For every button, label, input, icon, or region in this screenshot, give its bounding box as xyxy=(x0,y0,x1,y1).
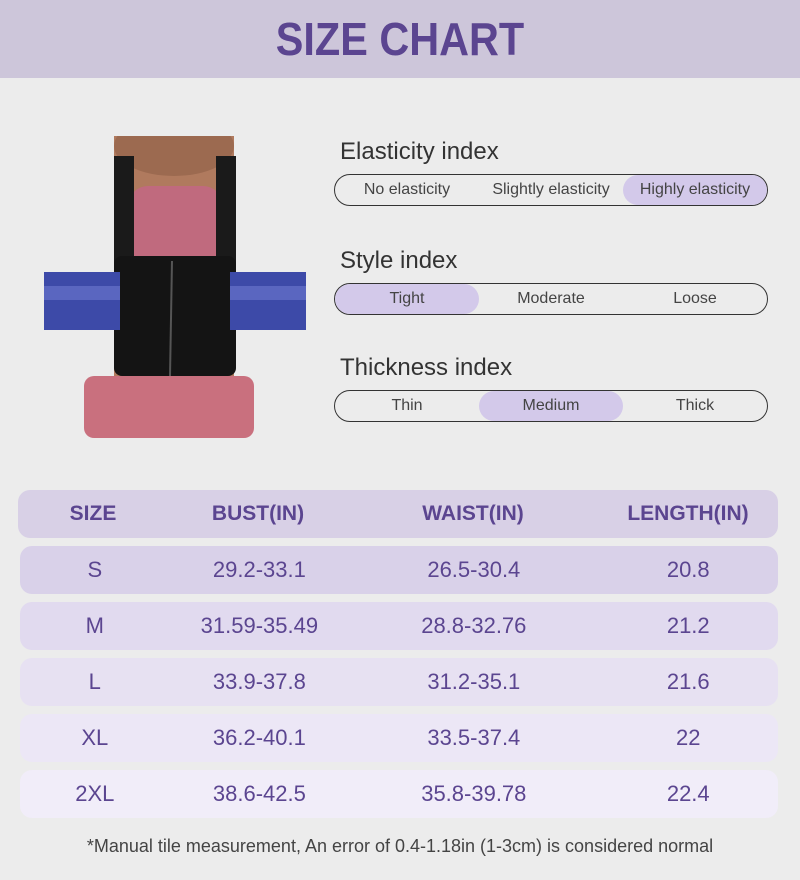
cell-bust: 31.59-35.49 xyxy=(200,613,319,638)
option-slightly-elasticity: Slightly elasticity xyxy=(492,181,610,198)
cell-bust: 29.2-33.1 xyxy=(212,557,306,582)
table-row: L 33.9-37.8 31.2-35.1 21.6 xyxy=(20,658,778,706)
cell-length: 20.8 xyxy=(666,557,710,582)
cell-waist: 35.8-39.78 xyxy=(421,781,527,806)
cell-waist: 33.5-37.4 xyxy=(427,725,521,750)
cell-waist: 28.8-32.76 xyxy=(421,613,527,638)
table-row: 2XL 38.6-42.5 35.8-39.78 22.4 xyxy=(20,770,778,818)
option-thick: Thick xyxy=(675,397,715,414)
cell-size: L xyxy=(88,669,101,694)
option-tight: Tight xyxy=(335,284,479,314)
option-loose: Loose xyxy=(673,290,717,307)
elasticity-scale: No elasticity Slightly elasticity Highly… xyxy=(334,174,768,206)
cell-length: 21.2 xyxy=(666,613,710,638)
size-table: SIZE BUST(IN) WAIST(IN) LENGTH(IN) S 29.2… xyxy=(18,490,778,826)
cell-bust: 38.6-42.5 xyxy=(212,781,306,806)
cell-length: 22 xyxy=(676,725,701,750)
cell-bust: 33.9-37.8 xyxy=(212,669,306,694)
footnote: *Manual tile measurement, An error of 0.… xyxy=(86,836,714,856)
table-row: S 29.2-33.1 26.5-30.4 20.8 xyxy=(20,546,778,594)
thickness-index-title: Thickness index xyxy=(340,354,513,381)
table-row: XL 36.2-40.1 33.5-37.4 22 xyxy=(20,714,778,762)
cell-size: XL xyxy=(81,725,109,750)
cell-waist: 26.5-30.4 xyxy=(427,557,521,582)
option-highly-elasticity: Highly elasticity xyxy=(623,175,767,205)
option-no-elasticity: No elasticity xyxy=(363,181,451,198)
cell-length: 22.4 xyxy=(666,781,710,806)
style-index-title: Style index xyxy=(340,247,458,274)
cell-size: M xyxy=(85,613,104,638)
elasticity-index: Elasticity index No elasticity Slightly … xyxy=(334,138,768,206)
option-thin: Thin xyxy=(391,397,423,414)
option-medium: Medium xyxy=(479,391,623,421)
table-row: M 31.59-35.49 28.8-32.76 21.2 xyxy=(20,602,778,650)
style-index: Style index Tight Moderate Loose xyxy=(334,247,768,315)
header-length: LENGTH(IN) xyxy=(627,502,749,525)
page-title: SIZE CHART xyxy=(275,13,525,65)
cell-bust: 36.2-40.1 xyxy=(212,725,306,750)
header-waist: WAIST(IN) xyxy=(422,502,524,525)
option-moderate: Moderate xyxy=(517,290,585,307)
cell-size: S xyxy=(87,557,103,582)
cell-waist: 31.2-35.1 xyxy=(427,669,521,694)
thickness-index: Thickness index Thin Medium Thick xyxy=(334,354,768,422)
table-header: SIZE BUST(IN) WAIST(IN) LENGTH(IN) xyxy=(18,490,778,538)
cell-size: 2XL xyxy=(75,781,115,806)
cell-length: 21.6 xyxy=(666,669,710,694)
product-photo xyxy=(44,136,306,438)
thickness-scale: Thin Medium Thick xyxy=(334,390,768,422)
header-bust: BUST(IN) xyxy=(211,502,305,525)
title-bar: SIZE CHART xyxy=(0,0,800,78)
style-scale: Tight Moderate Loose xyxy=(334,283,768,315)
elasticity-index-title: Elasticity index xyxy=(340,138,499,165)
header-size: SIZE xyxy=(69,502,117,525)
